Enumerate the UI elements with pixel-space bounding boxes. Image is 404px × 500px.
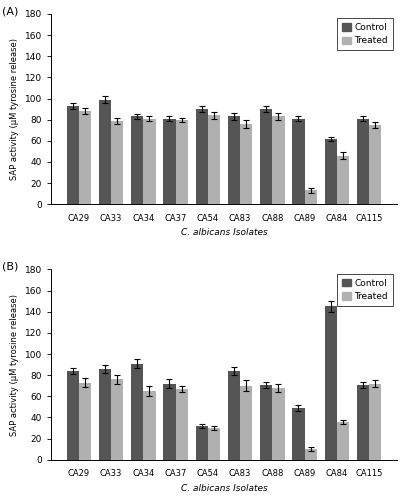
Bar xyxy=(163,118,175,204)
Bar xyxy=(111,380,123,460)
Y-axis label: SAP activity (μM tyrosine release): SAP activity (μM tyrosine release) xyxy=(10,294,19,436)
Bar xyxy=(260,109,272,204)
Bar xyxy=(196,109,208,204)
Bar xyxy=(196,426,208,460)
Bar xyxy=(143,391,156,460)
Bar xyxy=(369,384,381,460)
Y-axis label: SAP activity (μM tyrosine release): SAP activity (μM tyrosine release) xyxy=(10,38,19,180)
Bar xyxy=(228,371,240,460)
Bar xyxy=(131,116,143,204)
X-axis label: C. albicans Isolates: C. albicans Isolates xyxy=(181,228,267,237)
Bar xyxy=(357,384,369,460)
Bar xyxy=(175,120,188,204)
Bar xyxy=(175,389,188,460)
Bar xyxy=(143,118,156,204)
Bar xyxy=(337,422,349,460)
Bar xyxy=(79,111,91,204)
Bar xyxy=(208,116,220,204)
Bar xyxy=(324,138,337,204)
Text: (B): (B) xyxy=(2,262,19,272)
Bar xyxy=(324,306,337,460)
Bar xyxy=(131,364,143,460)
Bar xyxy=(67,371,79,460)
Bar xyxy=(260,384,272,460)
Legend: Control, Treated: Control, Treated xyxy=(337,18,393,50)
Bar xyxy=(305,190,317,204)
Bar xyxy=(99,369,111,460)
Bar xyxy=(357,118,369,204)
Bar xyxy=(240,124,252,204)
Bar xyxy=(292,118,305,204)
Bar xyxy=(369,125,381,204)
Bar xyxy=(208,428,220,460)
Bar xyxy=(272,116,284,204)
Bar xyxy=(272,388,284,460)
Legend: Control, Treated: Control, Treated xyxy=(337,274,393,306)
Bar xyxy=(67,106,79,204)
Bar xyxy=(337,156,349,204)
Bar xyxy=(240,386,252,460)
X-axis label: C. albicans Isolates: C. albicans Isolates xyxy=(181,484,267,493)
Bar xyxy=(111,120,123,204)
Bar xyxy=(228,116,240,204)
Bar xyxy=(292,408,305,460)
Bar xyxy=(305,449,317,460)
Bar xyxy=(99,100,111,204)
Text: (A): (A) xyxy=(2,6,19,16)
Bar xyxy=(163,384,175,460)
Bar xyxy=(79,382,91,460)
